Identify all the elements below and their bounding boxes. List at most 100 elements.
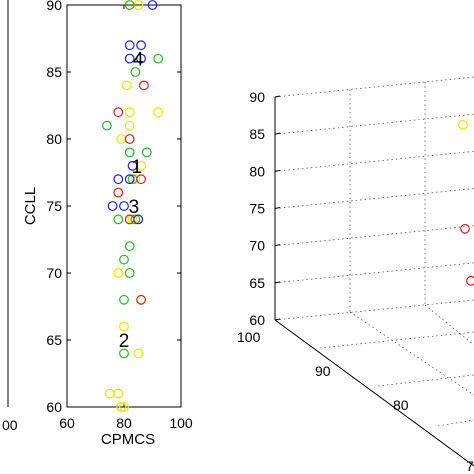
- y-tick-label: 85: [46, 64, 62, 80]
- grid-line: [274, 113, 474, 135]
- scatter-ticks: 60 65 70 75 80 85 90 60 80 100: [46, 0, 192, 431]
- x-tick-label: 60: [59, 415, 75, 431]
- scatter3d-point: [466, 275, 474, 286]
- scatter-point: [124, 147, 135, 158]
- scatter3d-points: [458, 119, 474, 286]
- z-tick-label: 60: [249, 312, 265, 328]
- scatter-point: [121, 80, 132, 91]
- scatter-point: [113, 388, 124, 399]
- scatter-panel: 60 65 70 75 80 85 90 60 80 100 4 1 3 2 CPMCS CCLL: [22, 0, 193, 448]
- scatter-point: [124, 241, 135, 252]
- scatter-point: [116, 134, 127, 144]
- scatter-point: [124, 53, 135, 64]
- z-tick-label: 70: [249, 238, 265, 254]
- z-tick-mark: [274, 281, 281, 284]
- scatter-point: [119, 201, 129, 211]
- z-tick-mark: [274, 95, 281, 98]
- y-tick-label: 80: [46, 131, 62, 147]
- scatter-point: [124, 268, 135, 278]
- y-axis-label: CCLL: [22, 187, 39, 225]
- grid-line: [274, 188, 474, 209]
- scatter-point: [119, 402, 129, 412]
- grid-line: [377, 374, 474, 387]
- scatter-point: [153, 107, 164, 118]
- grid-line: [274, 150, 474, 172]
- scatter-point: [136, 174, 147, 185]
- left-panel-x-tick-label: 00: [2, 417, 18, 433]
- scatter-point: [113, 187, 124, 198]
- scatter-point: [124, 214, 135, 225]
- scatter-point: [124, 134, 135, 144]
- scatter-point: [113, 107, 124, 118]
- scatter-point: [113, 174, 124, 185]
- y-tick-label: 70: [46, 265, 62, 281]
- scatter-point: [139, 80, 149, 91]
- x3d-tick-label: 7: [466, 458, 474, 474]
- point-annotation: 3: [129, 197, 140, 218]
- grid-line: [274, 262, 474, 284]
- scatter-point: [119, 254, 129, 265]
- scatter-point: [141, 147, 152, 158]
- z-tick-mark: [274, 318, 281, 321]
- y-tick-label: 65: [46, 332, 62, 348]
- x-tick-label: 100: [169, 415, 193, 431]
- scatter-point: [119, 294, 129, 305]
- x3d-tick-label: 100: [237, 329, 261, 345]
- scatter-point: [101, 120, 112, 131]
- y-tick-label: 90: [46, 0, 62, 13]
- point-annotation: 4: [133, 50, 144, 71]
- scatter-annotations: 4 1 3 2: [119, 50, 144, 352]
- grid-line: [274, 299, 474, 321]
- scatter-point: [113, 268, 124, 278]
- scatter-point: [124, 120, 135, 131]
- z-tick-label: 85: [249, 126, 265, 142]
- scatter3d-grid: [274, 76, 474, 427]
- scatter-point: [119, 348, 129, 359]
- grid-line: [274, 76, 474, 98]
- z-tick-mark: [274, 132, 281, 135]
- z-tick-label: 75: [249, 201, 265, 217]
- z-tick-mark: [274, 169, 281, 172]
- x3d-tick-label: 90: [315, 363, 331, 379]
- scatter-point: [136, 294, 147, 305]
- grid-line: [424, 304, 474, 346]
- y-tick-label: 60: [46, 399, 62, 415]
- z-tick-label: 80: [249, 163, 265, 179]
- scatter-point: [124, 40, 135, 51]
- scatter-point: [119, 321, 129, 332]
- point-annotation: 1: [132, 157, 143, 178]
- scatter-point: [116, 402, 127, 412]
- scatter3d-axes: [274, 97, 474, 467]
- scatter-point: [136, 40, 147, 51]
- x3d-tick-label: 80: [393, 397, 409, 413]
- scatter-point: [124, 107, 135, 118]
- scatter-points: [101, 0, 164, 412]
- grid-line: [274, 225, 474, 247]
- scatter3d-panel: 60 65 70 75 80 85 90 100 90 80 7: [237, 76, 474, 474]
- left-panel-fragment: 00: [2, 0, 18, 433]
- grid-line: [349, 311, 474, 396]
- scatter-point: [127, 214, 138, 225]
- z-tick-mark: [274, 244, 281, 247]
- scatter-point: [153, 53, 164, 64]
- scatter-point: [107, 201, 118, 211]
- x-axis-label: CPMCS: [101, 431, 155, 448]
- scatter3d-point: [460, 223, 470, 234]
- z-tick-label: 65: [249, 275, 265, 291]
- scatter3d-ticks: 60 65 70 75 80 85 90 100 90 80 7: [237, 89, 474, 474]
- scatter-point: [124, 0, 135, 10]
- scatter-point: [136, 53, 147, 64]
- point-annotation: 2: [119, 331, 130, 352]
- scatter-point: [133, 348, 144, 359]
- x-axis-line: [274, 319, 474, 467]
- y-tick-label: 75: [46, 198, 62, 214]
- z-tick-mark: [274, 207, 281, 209]
- scatter3d-point: [458, 119, 468, 130]
- scatter-point: [130, 214, 141, 225]
- scatter-point: [130, 67, 141, 77]
- z-tick-label: 90: [249, 89, 265, 105]
- grid-line: [319, 331, 474, 349]
- scatter-point: [130, 174, 141, 185]
- scatter-point: [124, 174, 135, 185]
